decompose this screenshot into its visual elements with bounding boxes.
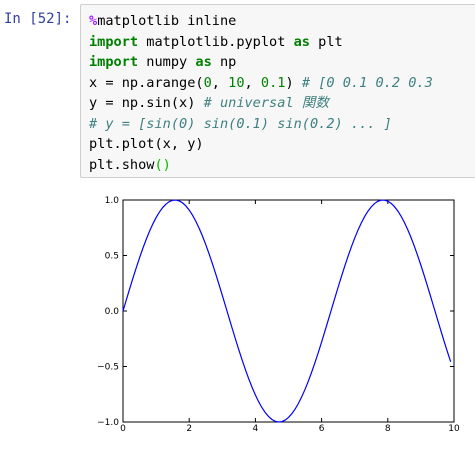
y-tick-label: 0.5 xyxy=(105,252,119,262)
code-line: # y = [sin(0) sin(0.1) sin(0.2) ... ] xyxy=(89,114,392,135)
x-tick-label: 0 xyxy=(120,424,126,434)
code-token: , xyxy=(244,74,261,91)
code-token: import xyxy=(89,54,139,70)
code-token: ) xyxy=(285,74,302,91)
x-tick-label: 2 xyxy=(186,424,192,434)
sine-series-line xyxy=(122,199,452,423)
code-line: import matplotlib.pyplot as plt xyxy=(89,32,343,53)
code-token: y = np.sin(x) xyxy=(89,95,204,111)
code-token: 0 xyxy=(203,74,212,91)
code-token: matplotlib inline xyxy=(97,13,237,29)
code-line: x = np.arange(0, 10, 0.1) # [0 0.1 0.2 0… xyxy=(89,73,433,94)
y-tick-label: −1.0 xyxy=(97,418,119,428)
code-line: %matplotlib inline xyxy=(89,11,236,32)
x-tick-label: 10 xyxy=(448,424,460,434)
code-token: # [0 0.1 0.2 0.3 xyxy=(301,74,433,91)
code-line: plt.plot(x, y) xyxy=(89,134,204,155)
y-tick-label: 0.0 xyxy=(105,307,120,317)
code-token: % xyxy=(89,13,98,29)
axis-ticks: 0 2 4 6 8 10 1.0 0.5 0.0 −0.5 −1.0 xyxy=(97,196,460,434)
code-token: plt.plot(x, y) xyxy=(89,136,204,152)
code-cell-editor[interactable]: %matplotlib inline import matplotlib.pypl… xyxy=(80,4,475,178)
code-token: np xyxy=(211,54,237,70)
x-tick-label: 4 xyxy=(253,424,259,434)
code-token: plt xyxy=(309,33,343,50)
cell-prompt: In [52]: xyxy=(4,11,72,27)
code-token: numpy xyxy=(138,54,196,70)
y-tick-label: 1.0 xyxy=(105,196,120,206)
code-token: as xyxy=(195,54,212,70)
code-token: () xyxy=(154,156,171,173)
y-tick-label: −0.5 xyxy=(97,363,119,373)
code-token: 10 xyxy=(228,74,245,91)
code-token: as xyxy=(293,33,310,50)
x-tick-label: 6 xyxy=(319,424,325,434)
code-line: plt.show() xyxy=(89,155,171,176)
x-tick-label: 8 xyxy=(385,424,391,434)
cell-output: 0 2 4 6 8 10 1.0 0.5 0.0 −0.5 −1.0 xyxy=(80,180,475,446)
code-token: # y = [sin(0) sin(0.1) sin(0.2) ... ] xyxy=(89,115,392,132)
code-token: # universal 関数 xyxy=(203,95,329,111)
code-token: matplotlib.pyplot xyxy=(138,33,294,50)
code-line: y = np.sin(x) # universal 関数 xyxy=(89,93,329,114)
code-token: x = np.arange( xyxy=(89,74,204,91)
plot-area xyxy=(122,199,455,423)
code-token: import xyxy=(89,33,139,50)
code-token: , xyxy=(211,74,229,91)
code-token: plt.show xyxy=(89,156,155,173)
code-line: import numpy as np xyxy=(89,52,236,73)
code-token: 0.1 xyxy=(260,74,286,91)
line-plot: 0 2 4 6 8 10 1.0 0.5 0.0 −0.5 −1.0 xyxy=(97,196,460,434)
